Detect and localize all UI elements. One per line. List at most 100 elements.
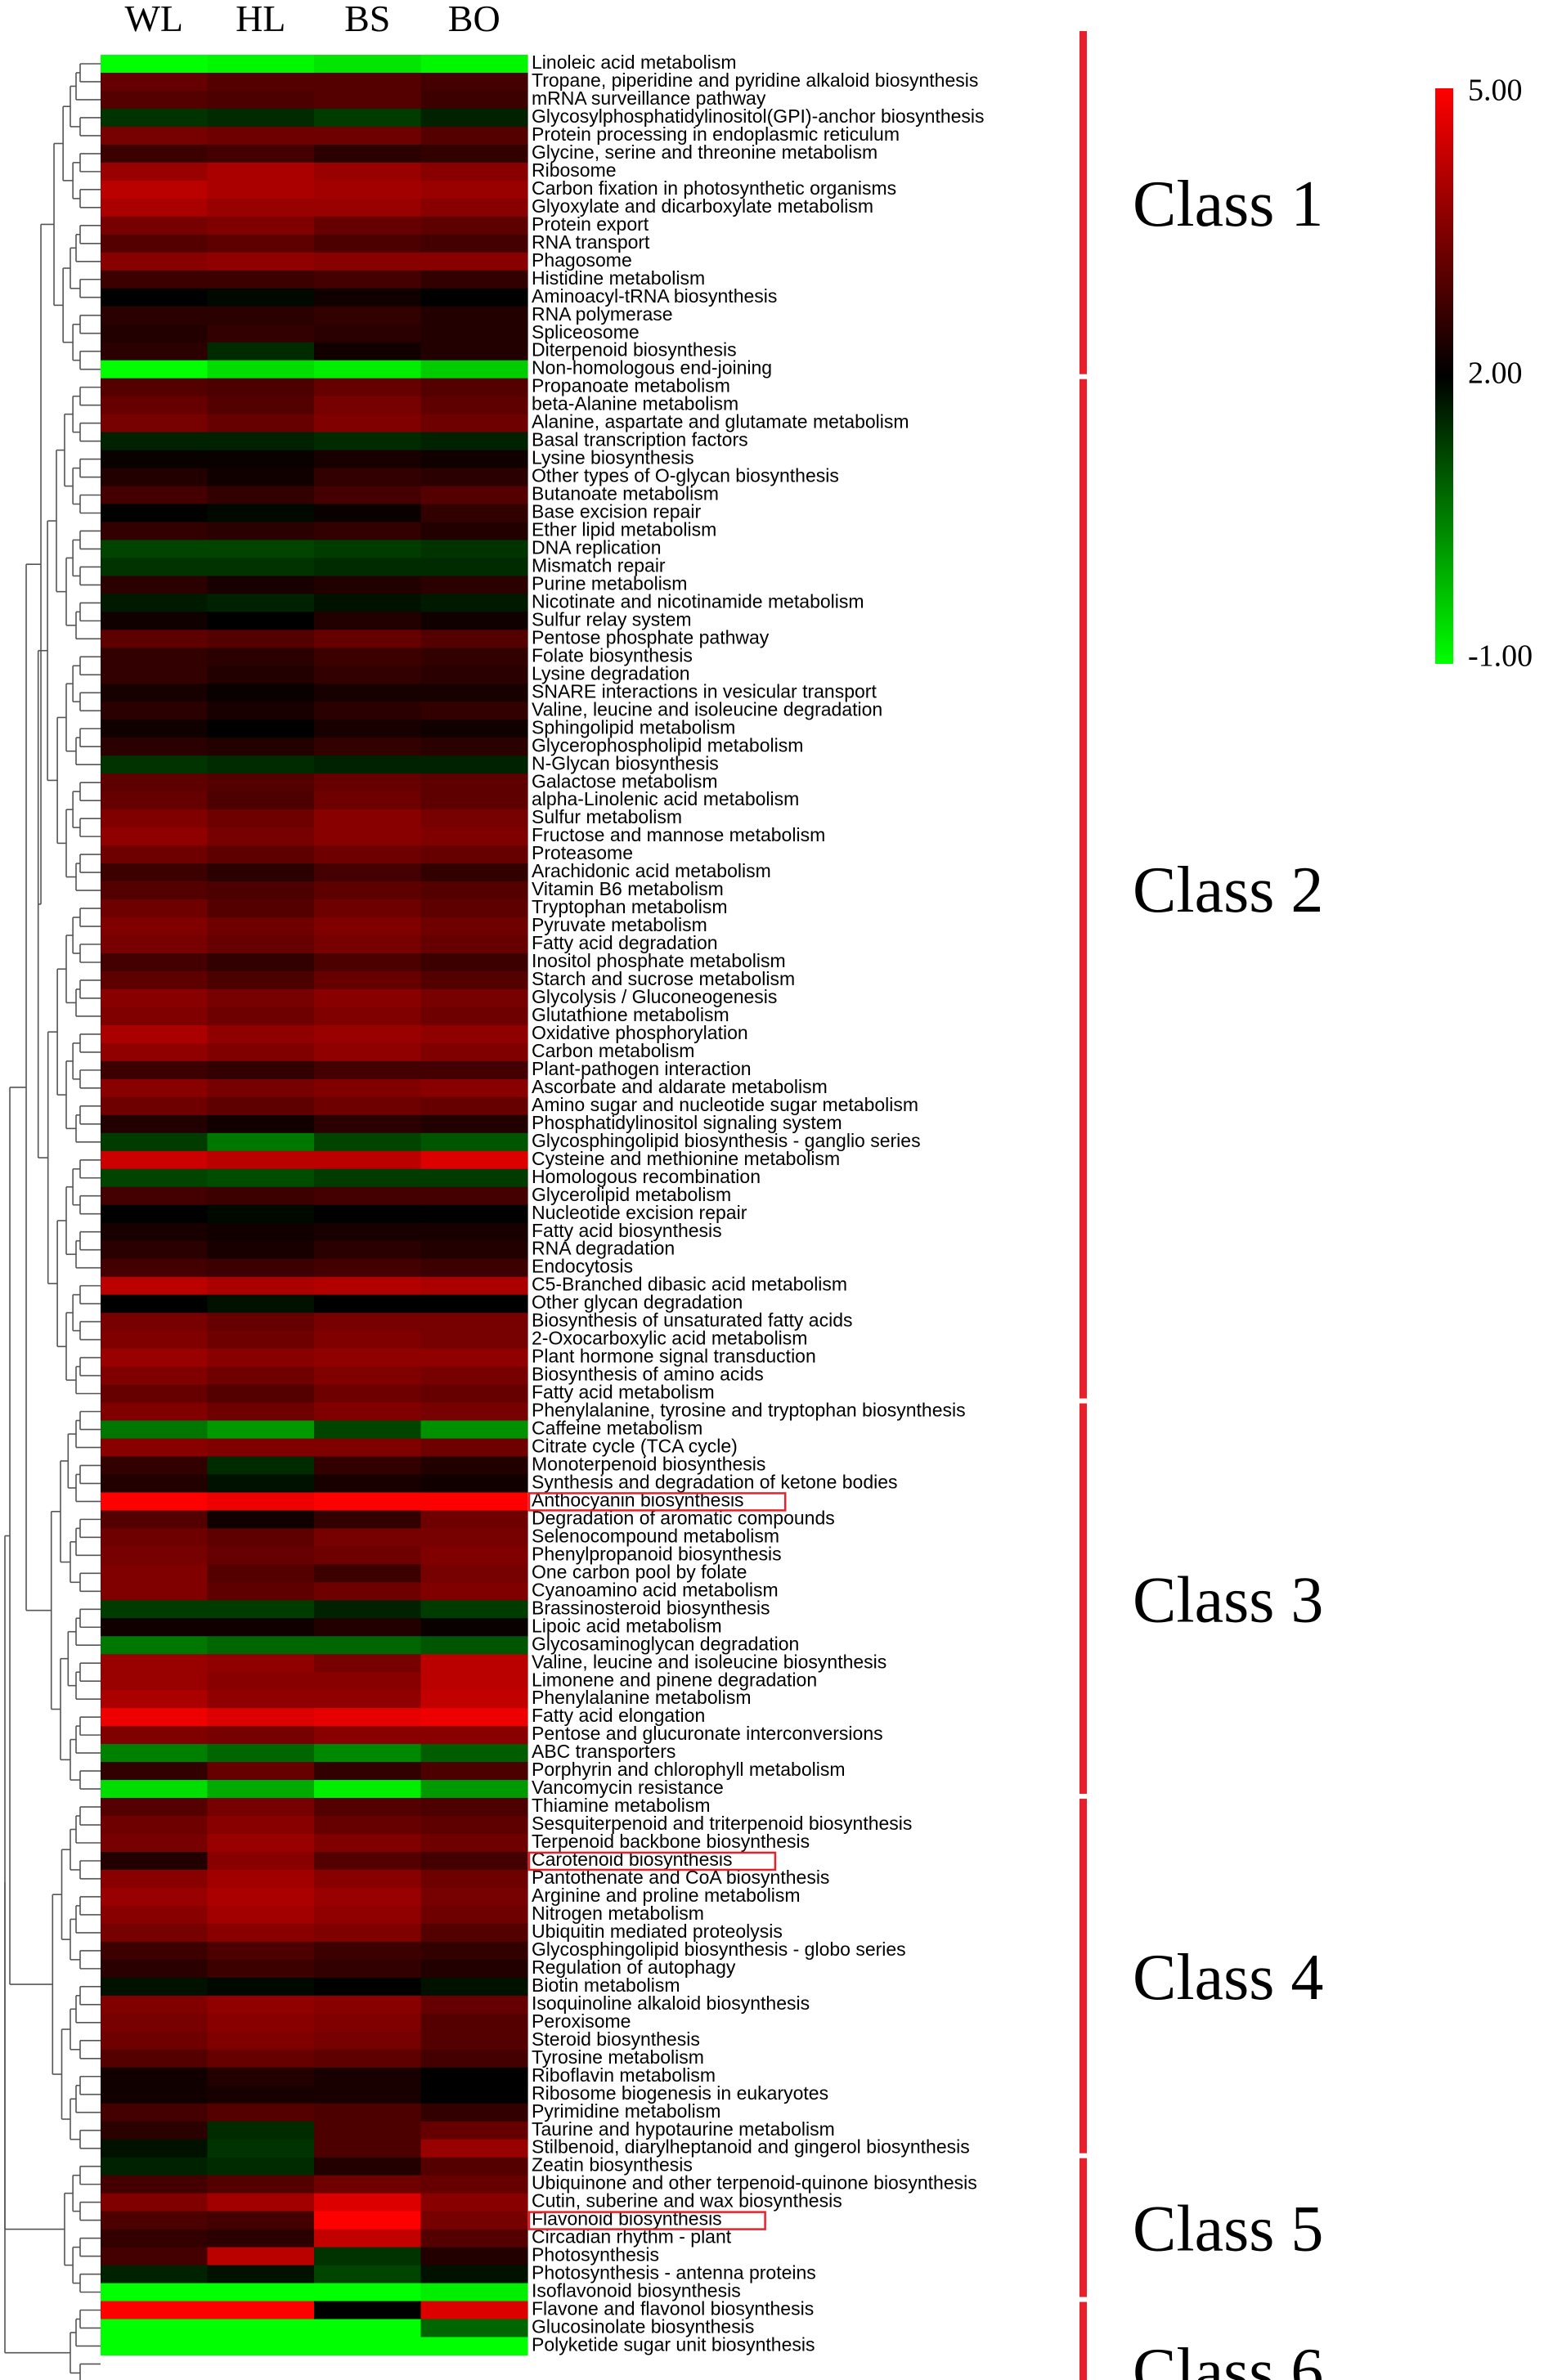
heatmap-cell [314, 612, 422, 630]
heatmap-cell [314, 342, 422, 361]
heatmap-cell [207, 1222, 315, 1242]
heatmap-cell [207, 2157, 315, 2176]
heatmap-cell [101, 1905, 209, 1925]
heatmap-cell [420, 252, 528, 271]
class-label: Class 3 [1133, 1564, 1323, 1636]
row-label: Arginine and proline metabolism [532, 1885, 801, 1906]
heatmap-cell [420, 1402, 528, 1422]
heatmap-cell [101, 468, 209, 487]
heatmap-cell [207, 1114, 315, 1134]
row-label: Alanine, aspartate and glutamate metabol… [532, 411, 909, 433]
heatmap-cell [314, 666, 422, 684]
heatmap-cell [101, 1618, 209, 1637]
row-label: Tyrosine metabolism [532, 2046, 704, 2068]
heatmap-cell [314, 917, 422, 936]
heatmap-cell [314, 1600, 422, 1619]
heatmap-cell [101, 486, 209, 505]
heatmap-cell [207, 1258, 315, 1278]
heatmap-cell [314, 2283, 422, 2302]
heatmap-cell [207, 198, 315, 217]
heatmap-cell [101, 719, 209, 738]
heatmap-cell [101, 684, 209, 702]
row-label: Glycosphingolipid biosynthesis - globo s… [532, 1939, 906, 1960]
heatmap-cell [314, 2247, 422, 2266]
heatmap-cell [314, 432, 422, 451]
heatmap-cell [101, 1510, 209, 1529]
heatmap-cell [207, 2211, 315, 2230]
row-label: Carbon fixation in photosynthetic organi… [532, 177, 896, 199]
heatmap-cell [420, 1474, 528, 1493]
heatmap-cell [101, 1402, 209, 1422]
row-label: Phenylalanine, tyrosine and tryptophan b… [532, 1400, 966, 1421]
heatmap-cell [207, 468, 315, 487]
heatmap-cell [420, 1564, 528, 1583]
heatmap-cell [101, 1780, 209, 1799]
heatmap-cell [420, 1438, 528, 1458]
heatmap-cell [101, 396, 209, 415]
heatmap-cell [420, 1636, 528, 1655]
row-label: Riboflavin metabolism [532, 2064, 716, 2086]
heatmap-cell [101, 252, 209, 271]
heatmap-cell [420, 791, 528, 810]
row-label: Isoquinoline alkaloid biosynthesis [532, 1992, 810, 2014]
heatmap-cell [420, 1816, 528, 1835]
row-label: Glycerolipid metabolism [532, 1184, 731, 1205]
heatmap-cell [207, 1762, 315, 1781]
heatmap-cell [420, 1384, 528, 1404]
heatmap-cell [420, 2157, 528, 2176]
row-label: Phagosome [532, 249, 632, 271]
row-label: Arachidonic acid metabolism [532, 860, 771, 881]
row-label: Selenocompound metabolism [532, 1525, 779, 1546]
heatmap-cell [420, 1186, 528, 1206]
heatmap-cell [207, 432, 315, 451]
heatmap-cell [207, 72, 315, 92]
heatmap-cell [207, 827, 315, 846]
heatmap-cell [207, 162, 315, 182]
heatmap-cell [101, 701, 209, 720]
heatmap-cell [420, 1276, 528, 1296]
heatmap-cell [420, 755, 528, 774]
heatmap-cell [314, 988, 422, 1008]
heatmap-cell [314, 486, 422, 505]
heatmap-cell [420, 1258, 528, 1278]
row-label: Base excision repair [532, 501, 701, 522]
heatmap-cell [207, 2085, 315, 2104]
heatmap-cell [207, 1024, 315, 1044]
heatmap-cell [314, 1402, 422, 1422]
row-label: Thiamine metabolism [532, 1795, 711, 1816]
row-label: Taurine and hypotaurine metabolism [532, 2118, 835, 2140]
highlight-box [527, 1851, 777, 1871]
heatmap-cell [101, 1456, 209, 1476]
heatmap-cell [207, 1276, 315, 1296]
row-label: Phenylpropanoid biosynthesis [532, 1543, 782, 1564]
heatmap-cell [207, 1384, 315, 1404]
class-label: Class 5 [1133, 2194, 1323, 2266]
heatmap-cell [420, 737, 528, 756]
heatmap-cell [420, 2013, 528, 2033]
heatmap-cell [420, 612, 528, 630]
row-label: Aminoacyl-tRNA biosynthesis [532, 285, 777, 307]
heatmap-cell [314, 324, 422, 343]
row-label: Biosynthesis of unsaturated fatty acids [532, 1310, 853, 1331]
heatmap-cell [314, 450, 422, 469]
heatmap-cell [207, 306, 315, 325]
heatmap-cell [420, 1240, 528, 1260]
heatmap-cell [314, 1618, 422, 1637]
heatmap-cell [207, 899, 315, 918]
row-label: Amino sugar and nucleotide sugar metabol… [532, 1094, 918, 1115]
heatmap-cell [101, 1258, 209, 1278]
heatmap-cell [101, 1438, 209, 1458]
highlight-boxes [527, 1492, 787, 2230]
heatmap-cell [314, 1510, 422, 1529]
heatmap-cells [101, 55, 528, 2356]
row-label: Starch and sucrose metabolism [532, 968, 795, 989]
heatmap-cell [207, 1654, 315, 1673]
heatmap-cell [420, 468, 528, 487]
heatmap-cell [420, 1096, 528, 1116]
heatmap-cell [420, 486, 528, 505]
row-label: Plant hormone signal transduction [532, 1346, 816, 1367]
heatmap-cell [314, 1798, 422, 1817]
heatmap-cell [314, 144, 422, 164]
heatmap-cell [314, 522, 422, 541]
